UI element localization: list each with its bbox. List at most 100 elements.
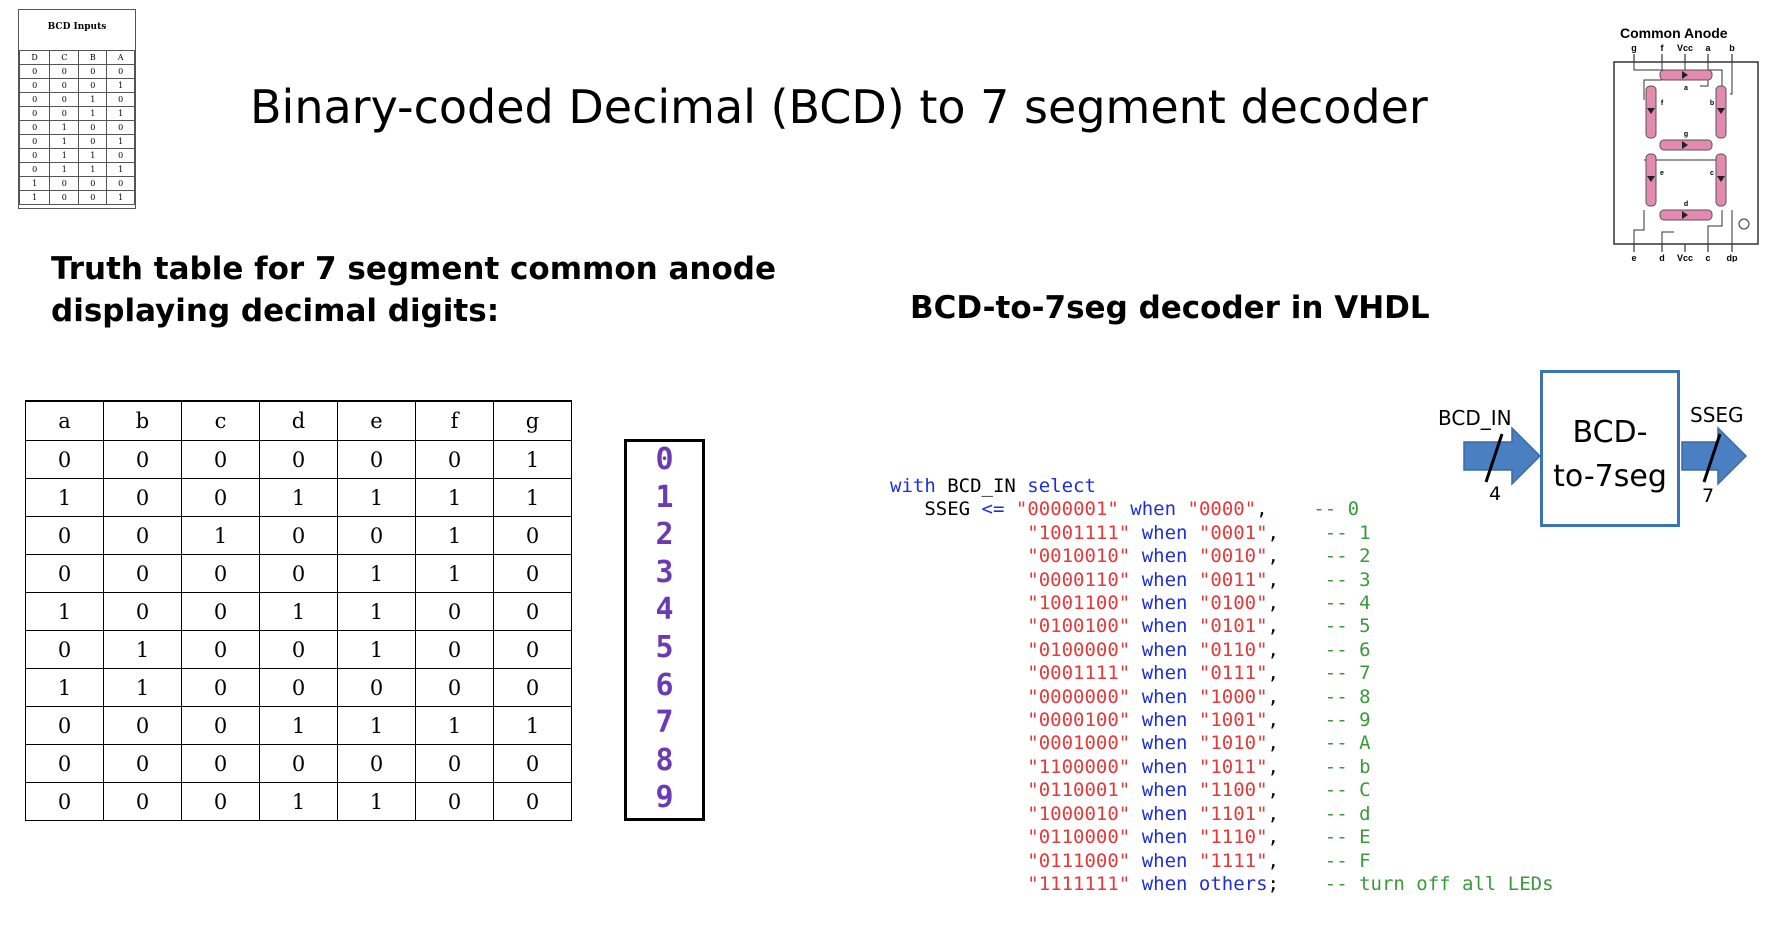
vhdl-space: [1176, 498, 1187, 520]
vhdl-indent: [890, 522, 1027, 544]
bcd-cell: 0: [18, 120, 51, 135]
digit-glyph: 5: [655, 630, 674, 665]
truth-cell: 0: [25, 554, 104, 593]
bcd-cell: 0: [106, 176, 135, 191]
truth-cell: 1: [493, 478, 572, 517]
vhdl-indent: [890, 662, 1027, 684]
vhdl-space: [1130, 686, 1141, 708]
vhdl-keyword: when: [1141, 802, 1188, 825]
vhdl-line: "0001000" when "1010", -- A: [890, 732, 1554, 755]
digit-glyph: 3: [655, 554, 674, 590]
bcd-cell: 1: [49, 120, 80, 135]
vhdl-input-value: "1001": [1198, 709, 1268, 732]
vhdl-space: [1187, 756, 1198, 778]
pin-label-top: g: [1631, 43, 1637, 53]
vhdl-space: [1187, 522, 1198, 544]
bcd-cell: 0: [106, 92, 135, 107]
vhdl-line: "1001100" when "0100", -- 4: [890, 592, 1554, 615]
vhdl-comment: -- 8: [1324, 685, 1371, 708]
truth-cell: 0: [103, 554, 182, 593]
common-anode-schematic: g f Vcc a b e d Vcc c dp a b c d e f g: [1613, 43, 1759, 262]
bcd-cell: 0: [18, 92, 51, 107]
vhdl-space: [1130, 545, 1141, 567]
segment-label: g: [1684, 131, 1688, 138]
vhdl-output-value: "1000010": [1027, 802, 1131, 825]
bcd-cell: 0: [18, 134, 51, 149]
truth-cell: 0: [259, 744, 338, 783]
truth-cell: 0: [337, 440, 416, 479]
truth-cell: 0: [181, 478, 260, 517]
vhdl-comment: -- 9: [1324, 709, 1371, 732]
vhdl-punct: ,: [1267, 521, 1325, 544]
truth-cell: 0: [181, 440, 260, 479]
vhdl-comment: -- 0: [1313, 498, 1360, 521]
vhdl-punct: ,: [1267, 685, 1325, 708]
vhdl-output-value: "1001100": [1027, 592, 1131, 615]
vhdl-line: "1100000" when "1011", -- b: [890, 756, 1554, 779]
vhdl-space: [1130, 779, 1141, 801]
vhdl-comment: -- 5: [1324, 615, 1371, 638]
pin-label-top: b: [1729, 43, 1735, 53]
vhdl-indent: [890, 569, 1027, 591]
vhdl-indent: [890, 756, 1027, 778]
vhdl-line: "0010010" when "0010", -- 2: [890, 545, 1554, 568]
truth-cell: 0: [493, 630, 572, 669]
truth-header-cell: f: [415, 400, 494, 441]
truth-cell: 0: [493, 516, 572, 555]
vhdl-input-value: "0001": [1198, 521, 1268, 544]
segment-label: b: [1710, 100, 1714, 107]
vhdl-output-value: "1100000": [1027, 755, 1131, 778]
vhdl-punct: ,: [1256, 498, 1314, 521]
input-arrow: [1463, 426, 1542, 486]
bcd-cell: 1: [18, 190, 51, 205]
truth-cell: 1: [259, 706, 338, 745]
vhdl-space: [1187, 850, 1198, 872]
bcd-cell: 0: [49, 78, 80, 93]
vhdl-line: "0000100" when "1001", -- 9: [890, 709, 1554, 732]
bcd-cell: 0: [49, 176, 80, 191]
bcd-cell: 0: [49, 92, 80, 107]
decoder-block-label: BCD- to-7seg: [1543, 411, 1677, 499]
truth-header-cell: b: [103, 400, 182, 441]
digit-glyph: 9: [655, 780, 674, 816]
vhdl-keyword: when: [1141, 568, 1188, 591]
input-width-slash: [1484, 433, 1504, 483]
vhdl-line: SSEG <= "0000001" when "0000", -- 0: [890, 498, 1554, 521]
truth-cell: 0: [415, 782, 494, 821]
vhdl-punct: ,: [1267, 592, 1325, 615]
vhdl-input-value: "0101": [1198, 615, 1268, 638]
truth-cell: 0: [25, 782, 104, 821]
pin-label-top: a: [1705, 43, 1711, 53]
truth-cell: 0: [493, 668, 572, 707]
truth-cell: 0: [337, 668, 416, 707]
vhdl-space: [1187, 686, 1198, 708]
vhdl-output-value: "0000110": [1027, 568, 1131, 591]
vhdl-space: [1130, 756, 1141, 778]
vhdl-space: [1187, 545, 1198, 567]
truth-cell: 0: [25, 440, 104, 479]
vhdl-input-value: "1111": [1198, 849, 1268, 872]
bcd-cell: 0: [78, 176, 108, 191]
output-bus-width: 7: [1702, 485, 1715, 507]
vhdl-keyword: when: [1141, 638, 1188, 661]
decoder-block-label-line2: to-7seg: [1553, 459, 1667, 494]
common-anode-title: Common Anode: [1620, 25, 1728, 41]
vhdl-keyword: when: [1141, 826, 1188, 849]
vhdl-space: [1130, 522, 1141, 544]
vhdl-indent: [890, 732, 1027, 754]
truth-cell: 1: [493, 706, 572, 745]
digit-glyph: 1: [655, 479, 674, 515]
pin-label-bottom: c: [1705, 253, 1710, 262]
vhdl-comment: -- 7: [1324, 662, 1371, 685]
